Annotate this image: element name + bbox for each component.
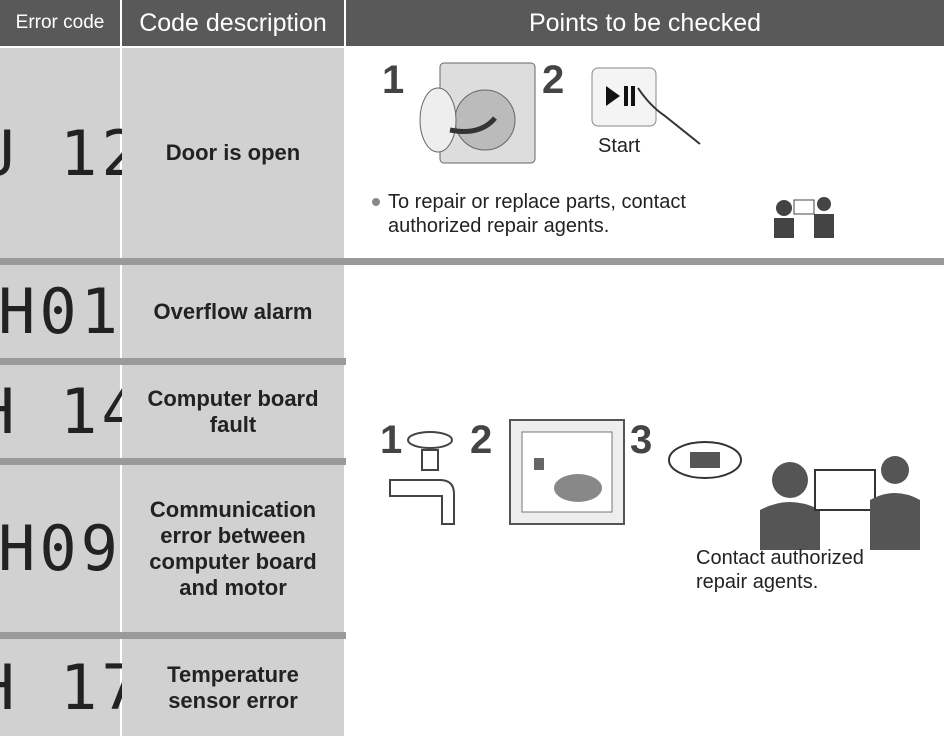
step-number: 2: [470, 418, 493, 462]
error-code: U 12: [0, 48, 139, 258]
error-code: H01: [0, 265, 120, 358]
error-code: H09: [0, 465, 120, 632]
code-description: Communication error between computer boa…: [122, 465, 344, 632]
step-number: 3: [630, 418, 653, 462]
step-number: 1: [380, 418, 403, 462]
step-number: 1: [382, 58, 405, 102]
code-description: Door is open: [122, 48, 344, 258]
code-description: Computer board fault: [122, 365, 344, 458]
button-label: Start: [598, 135, 641, 157]
row-separator: [0, 632, 346, 639]
washer-illustration: [419, 62, 536, 164]
row-separator: [0, 458, 346, 465]
bullet: [372, 198, 380, 206]
code-description: Overflow alarm: [122, 265, 344, 358]
tap-illustration: [389, 431, 455, 525]
header-cell: Error code: [0, 0, 120, 46]
contact-agent-illustration: [668, 441, 920, 550]
code-description: Temperature sensor error: [122, 639, 344, 736]
header-cell: Code description: [122, 0, 344, 46]
agent-icon: [774, 197, 834, 238]
step-number: 2: [542, 58, 565, 102]
row-separator: [0, 358, 346, 365]
check-note: Contact authorized repair agents.: [696, 547, 864, 593]
plug-illustration: [509, 419, 625, 525]
error-code: H 17: [0, 639, 139, 736]
header-cell: Points to be checked: [346, 0, 944, 46]
error-code: H 14: [0, 365, 139, 458]
row-separator: [0, 258, 944, 265]
start-button-illustration: [591, 67, 701, 145]
check-note: To repair or replace parts, contact auth…: [388, 191, 686, 237]
